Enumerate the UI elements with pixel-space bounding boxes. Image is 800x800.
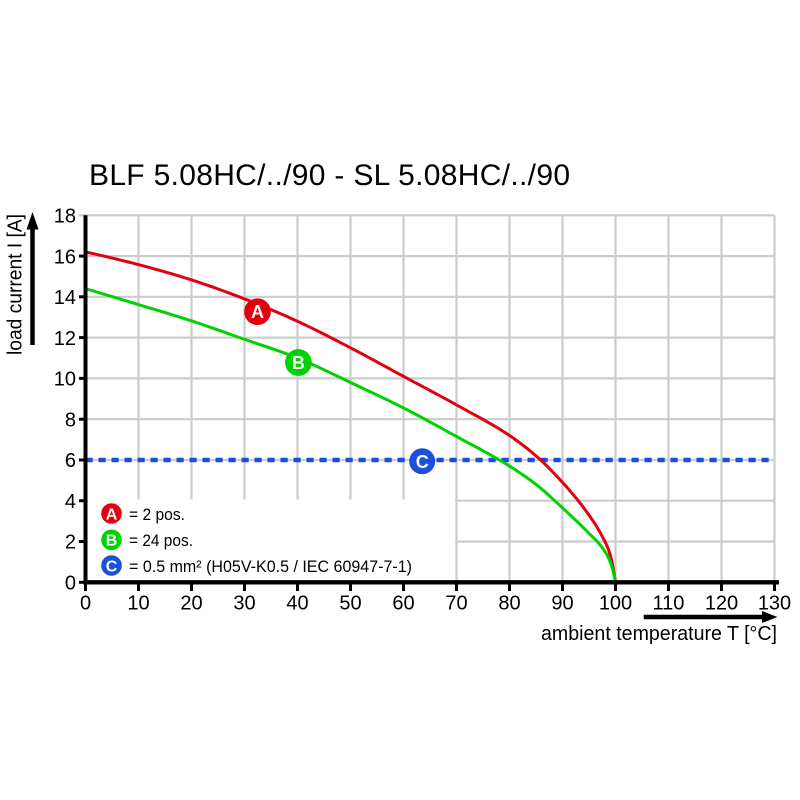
svg-text:= 2 pos.: = 2 pos. — [129, 505, 185, 524]
svg-text:ambient temperature T [°C]: ambient temperature T [°C] — [541, 623, 777, 645]
svg-text:0: 0 — [65, 573, 76, 595]
svg-text:6: 6 — [65, 450, 76, 472]
svg-text:2: 2 — [65, 532, 76, 554]
svg-text:8: 8 — [65, 409, 76, 431]
svg-text:B: B — [106, 533, 118, 550]
svg-text:10: 10 — [54, 369, 76, 391]
svg-text:14: 14 — [54, 287, 76, 309]
svg-text:A: A — [106, 506, 118, 523]
svg-text:load current I [A]: load current I [A] — [4, 214, 26, 355]
svg-text:40: 40 — [286, 593, 308, 615]
svg-text:130: 130 — [758, 593, 791, 615]
svg-text:70: 70 — [445, 593, 467, 615]
svg-text:60: 60 — [392, 593, 414, 615]
svg-text:120: 120 — [705, 593, 738, 615]
svg-text:= 0.5 mm² (H05V-K0.5 / IEC 609: = 0.5 mm² (H05V-K0.5 / IEC 60947-7-1) — [129, 557, 412, 576]
svg-text:12: 12 — [54, 328, 76, 350]
svg-text:0: 0 — [80, 593, 91, 615]
svg-text:BLF 5.08HC/../90 - SL 5.08HC/.: BLF 5.08HC/../90 - SL 5.08HC/../90 — [89, 159, 570, 192]
svg-text:16: 16 — [54, 246, 76, 268]
svg-text:18: 18 — [54, 206, 76, 228]
svg-text:4: 4 — [65, 491, 76, 513]
svg-text:10: 10 — [127, 593, 149, 615]
svg-text:C: C — [106, 558, 118, 575]
svg-text:B: B — [292, 353, 305, 373]
svg-text:80: 80 — [498, 593, 520, 615]
svg-text:110: 110 — [653, 593, 685, 615]
svg-text:20: 20 — [180, 593, 202, 615]
svg-text:90: 90 — [551, 593, 573, 615]
svg-text:50: 50 — [339, 593, 361, 615]
svg-text:30: 30 — [233, 593, 255, 615]
svg-text:A: A — [251, 302, 264, 322]
svg-text:100: 100 — [599, 593, 632, 615]
svg-text:= 24 pos.: = 24 pos. — [129, 531, 193, 550]
svg-text:C: C — [416, 452, 429, 472]
